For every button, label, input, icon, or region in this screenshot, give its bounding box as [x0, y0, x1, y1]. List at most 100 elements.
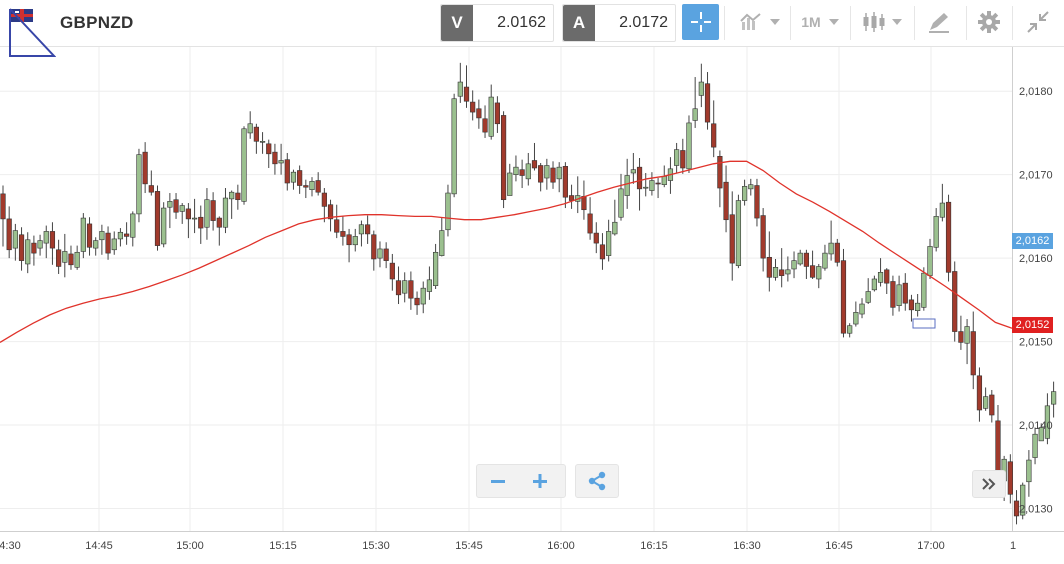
- bear-candle: [884, 268, 890, 295]
- bull-candle: [630, 152, 636, 184]
- x-tick-label: 16:00: [547, 540, 575, 552]
- bull-candle: [402, 272, 408, 303]
- bid-quote[interactable]: V 2.0162: [440, 4, 554, 42]
- candle-body: [853, 312, 859, 325]
- bull-candle: [1051, 381, 1057, 418]
- candle-body: [711, 123, 717, 148]
- bear-candle: [142, 142, 148, 194]
- candle-body: [500, 115, 507, 201]
- candle-body: [247, 123, 253, 134]
- candle-body: [340, 231, 346, 237]
- candle-body: [470, 101, 476, 113]
- zoom-out-button[interactable]: [477, 465, 519, 497]
- candle-body: [618, 188, 624, 218]
- candle-body: [834, 242, 840, 263]
- candle-body: [482, 118, 488, 133]
- candle-body: [754, 185, 760, 219]
- y-tick-label: 2,0160: [1019, 253, 1053, 265]
- candle-body: [352, 236, 358, 246]
- bull-candle: [451, 93, 457, 198]
- share-button[interactable]: [576, 465, 618, 497]
- candle-body: [933, 216, 939, 248]
- candle-body: [358, 224, 365, 235]
- bear-candle: [519, 159, 525, 189]
- collapse-button[interactable]: [1018, 4, 1058, 40]
- scroll-to-end-button[interactable]: [972, 470, 1006, 498]
- bear-candle: [148, 170, 154, 196]
- candle-body: [772, 267, 779, 278]
- moving-average-line: [0, 160, 1013, 343]
- bull-candle: [915, 294, 921, 317]
- bear-candle: [327, 199, 334, 232]
- toolbar-divider: [914, 6, 915, 40]
- bear-candle: [198, 205, 204, 244]
- candle-body: [222, 197, 229, 228]
- bear-candle: [952, 261, 958, 342]
- candle-body: [93, 240, 99, 249]
- bull-candle: [1044, 393, 1051, 445]
- candle-body: [278, 160, 284, 164]
- chevron-down-icon: [770, 19, 780, 25]
- bear-candle: [284, 152, 290, 191]
- candle-body: [519, 169, 525, 176]
- y-tick-label: 2,0180: [1019, 86, 1053, 98]
- candle-body: [606, 231, 612, 256]
- candle-body: [154, 191, 161, 246]
- bull-candle: [828, 220, 834, 261]
- timeframe-select[interactable]: 1M: [796, 4, 844, 40]
- bear-candle: [235, 184, 241, 210]
- x-tick-label: 16:45: [825, 540, 853, 552]
- candle-body: [56, 249, 62, 267]
- candle-body: [723, 181, 729, 221]
- ask-quote[interactable]: A 2.0172: [562, 4, 676, 42]
- settings-button[interactable]: [970, 4, 1008, 40]
- bull-candle: [735, 194, 742, 269]
- candle-body: [173, 199, 179, 213]
- price-chart[interactable]: 2,0180 2,0170 2,0160 2,0150 2,0140 2,0130 4:30…: [0, 47, 1064, 564]
- candle-body: [970, 331, 976, 376]
- candle-body: [408, 280, 414, 299]
- candle-body: [797, 252, 803, 265]
- bull-candle: [309, 177, 315, 197]
- bull-candle: [643, 173, 649, 197]
- toolbar-divider: [966, 6, 967, 40]
- candle-body: [976, 375, 983, 411]
- bull-candle: [853, 301, 859, 327]
- bear-candle: [6, 206, 12, 259]
- candle-body: [457, 81, 463, 97]
- bull-candle: [136, 148, 142, 223]
- zoom-in-button[interactable]: [519, 465, 561, 497]
- bull-candle: [130, 211, 136, 247]
- candle-body: [692, 108, 698, 121]
- bull-candle: [927, 238, 933, 279]
- bear-candle: [908, 294, 915, 322]
- candle-body: [191, 217, 198, 220]
- candle-body: [803, 252, 809, 267]
- candle-body: [581, 196, 587, 211]
- bull-candle: [25, 232, 31, 274]
- candlestick-chart[interactable]: 2,0180 2,0170 2,0160 2,0150 2,0140 2,0130 4:30…: [0, 47, 1064, 564]
- candle-body: [816, 266, 822, 280]
- candle-body: [748, 184, 754, 190]
- candle-body: [136, 154, 142, 215]
- bear-candle: [0, 185, 6, 247]
- draw-tools-button[interactable]: [918, 4, 960, 40]
- chart-type-button[interactable]: [736, 4, 784, 40]
- crosshair-button[interactable]: [682, 4, 719, 40]
- bear-candle: [346, 228, 352, 263]
- bull-candle: [488, 84, 494, 140]
- bull-candle: [612, 199, 618, 236]
- bull-candle: [74, 245, 80, 270]
- candle-body: [365, 224, 371, 235]
- candle-body: [414, 297, 420, 306]
- bull-candle: [871, 275, 877, 292]
- bear-candle: [581, 180, 587, 220]
- candle-style-button[interactable]: [856, 4, 908, 40]
- bull-candle: [618, 173, 624, 221]
- share-control: [575, 464, 619, 498]
- candle-body: [395, 280, 402, 296]
- bear-candle: [958, 315, 964, 350]
- candle-body: [729, 214, 735, 264]
- candle-body: [840, 260, 847, 334]
- bear-candle: [834, 238, 840, 267]
